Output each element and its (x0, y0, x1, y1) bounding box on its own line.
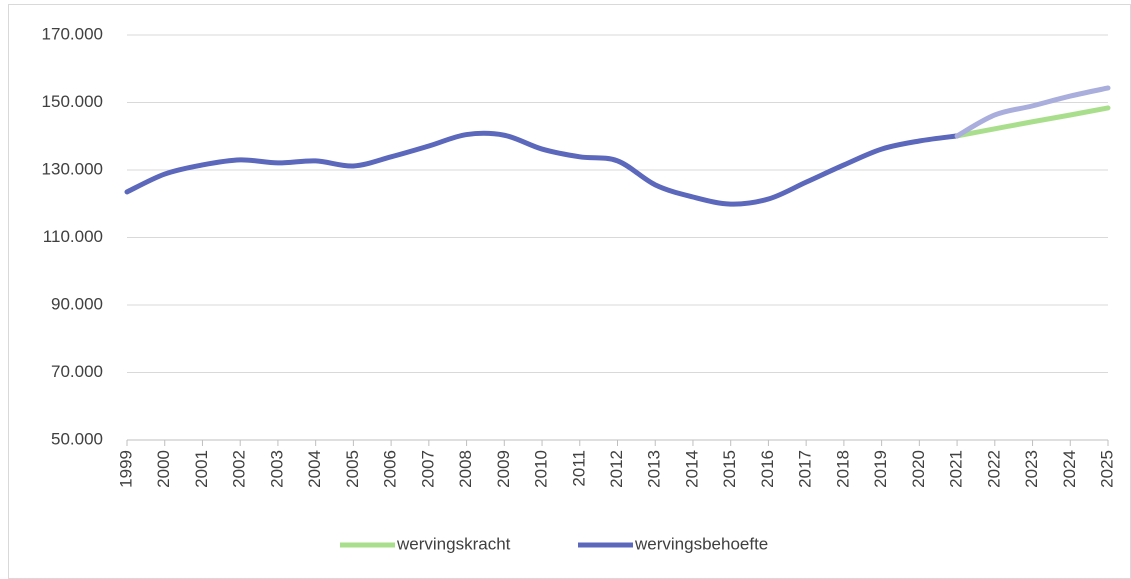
chart-frame (8, 4, 1131, 579)
x-tick-label: 2025 (1097, 450, 1116, 488)
x-tick-label: 2017 (796, 450, 815, 488)
legend-label: wervingsbehoefte (634, 534, 768, 553)
x-tick-label: 2021 (947, 450, 966, 488)
x-tick-label: 2006 (381, 450, 400, 488)
x-tick-label: 2016 (758, 450, 777, 488)
x-tick-label: 2003 (267, 450, 286, 488)
x-tick-label: 2022 (984, 450, 1003, 488)
series-line (954, 85, 1111, 139)
x-tick-label: 2019 (871, 450, 890, 488)
y-tick-label: 70.000 (51, 362, 103, 381)
x-tick-label: 2009 (494, 450, 513, 488)
x-tick-label: 1999 (116, 450, 135, 488)
series-line (954, 105, 1111, 139)
x-tick-label: 2005 (343, 450, 362, 488)
x-tick-label: 2010 (532, 450, 551, 488)
y-tick-label: 110.000 (43, 227, 103, 246)
x-tick-label: 2002 (230, 450, 249, 488)
x-tick-label: 2007 (418, 450, 437, 488)
x-tick-label: 2000 (154, 450, 173, 488)
x-tick-label: 2013 (645, 450, 664, 488)
y-tick-label: 170.000 (42, 24, 103, 43)
y-tick-label: 50.000 (51, 429, 103, 448)
y-tick-label: 130.000 (42, 159, 103, 178)
x-tick-label: 2008 (456, 450, 475, 488)
legend-label: wervingskracht (396, 534, 511, 553)
x-tick-label: 2020 (909, 450, 928, 488)
x-tick-label: 2012 (607, 450, 626, 488)
x-tick-label: 2018 (833, 450, 852, 488)
x-tick-label: 2023 (1022, 450, 1041, 488)
x-tick-label: 2004 (305, 450, 324, 488)
x-tick-label: 2024 (1060, 450, 1079, 488)
x-tick-label: 2014 (682, 450, 701, 488)
y-tick-label: 150.000 (42, 92, 103, 111)
x-tick-label: 2011 (569, 450, 588, 487)
y-tick-label: 90.000 (51, 294, 103, 313)
series-line (124, 130, 960, 207)
x-tick-label: 2015 (720, 450, 739, 488)
x-tick-label: 2001 (192, 450, 211, 488)
